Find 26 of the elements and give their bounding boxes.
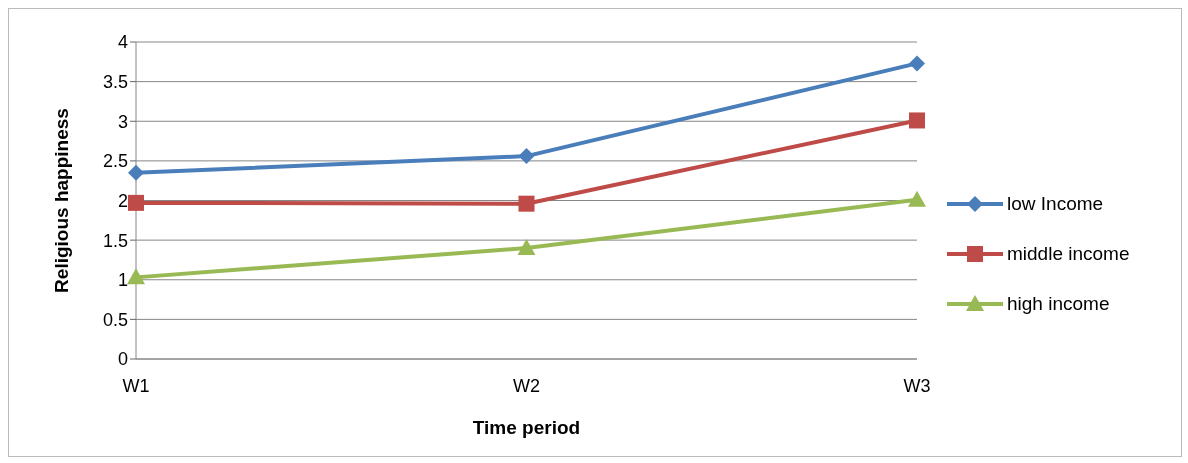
point xyxy=(518,148,535,165)
y-tick-label: 2 xyxy=(117,190,128,211)
point xyxy=(128,164,144,181)
y-tick-label: 4 xyxy=(117,32,128,53)
x-axis-title: Time period xyxy=(472,417,581,438)
point xyxy=(517,239,536,256)
y-tick-label: 1.5 xyxy=(102,230,128,251)
x-tick-label: W1 xyxy=(122,375,150,396)
point xyxy=(908,190,926,207)
point xyxy=(518,195,535,212)
point xyxy=(909,112,925,129)
x-tick-label: W3 xyxy=(903,375,931,396)
y-tick-label: 2.5 xyxy=(102,151,128,172)
y-tick-label: 0.5 xyxy=(102,309,128,330)
y-axis-title: Religious happiness xyxy=(50,108,72,293)
legend-label: middle income xyxy=(1007,243,1130,265)
y-tick-label: 1 xyxy=(117,270,128,291)
point xyxy=(909,55,925,72)
legend-label: low Income xyxy=(1007,193,1104,215)
x-tick-label: W2 xyxy=(513,375,540,396)
point xyxy=(127,268,145,285)
legend-label: high income xyxy=(1007,293,1110,315)
y-tick-label: 3.5 xyxy=(102,72,128,93)
y-tick-label: 3 xyxy=(117,111,128,132)
y-tick-label: 0 xyxy=(117,349,128,370)
point xyxy=(128,194,144,211)
